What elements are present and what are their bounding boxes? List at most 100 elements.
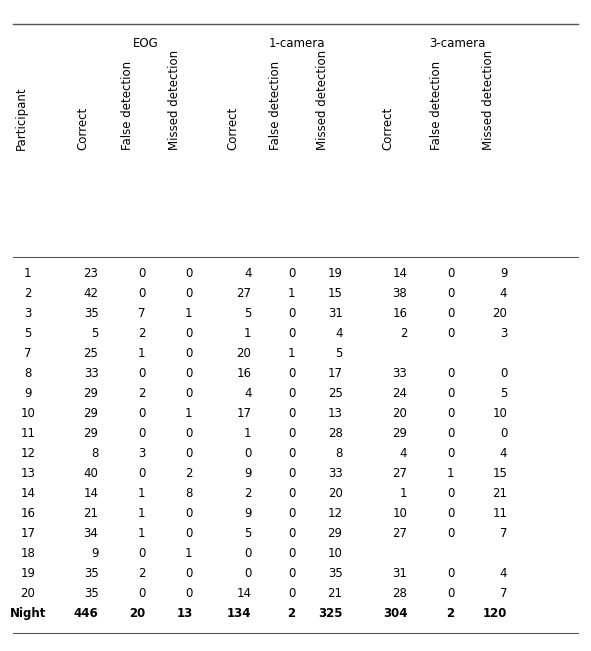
Text: 19: 19 bbox=[20, 567, 35, 580]
Text: 27: 27 bbox=[392, 527, 407, 540]
Text: 23: 23 bbox=[83, 268, 99, 281]
Text: 1: 1 bbox=[185, 547, 193, 561]
Text: 0: 0 bbox=[244, 447, 251, 460]
Text: 3: 3 bbox=[500, 327, 507, 340]
Text: 0: 0 bbox=[288, 447, 296, 460]
Text: 0: 0 bbox=[288, 527, 296, 540]
Text: 20: 20 bbox=[21, 587, 35, 600]
Text: 35: 35 bbox=[84, 567, 99, 580]
Text: 0: 0 bbox=[138, 367, 145, 380]
Text: 0: 0 bbox=[288, 427, 296, 440]
Text: 0: 0 bbox=[138, 587, 145, 600]
Text: 0: 0 bbox=[185, 287, 193, 300]
Text: 7: 7 bbox=[500, 527, 507, 540]
Text: 4: 4 bbox=[244, 268, 251, 281]
Text: 0: 0 bbox=[185, 268, 193, 281]
Text: 0: 0 bbox=[185, 327, 193, 340]
Text: 1: 1 bbox=[185, 307, 193, 320]
Text: 28: 28 bbox=[392, 587, 407, 600]
Text: 0: 0 bbox=[447, 427, 454, 440]
Text: 29: 29 bbox=[83, 427, 99, 440]
Text: Participant: Participant bbox=[15, 87, 28, 150]
Text: 2: 2 bbox=[244, 487, 251, 500]
Text: 4: 4 bbox=[400, 447, 407, 460]
Text: 2: 2 bbox=[185, 467, 193, 480]
Text: 0: 0 bbox=[138, 547, 145, 561]
Text: 14: 14 bbox=[236, 587, 251, 600]
Text: 27: 27 bbox=[236, 287, 251, 300]
Text: 13: 13 bbox=[176, 607, 193, 620]
Text: 0: 0 bbox=[447, 507, 454, 520]
Text: 0: 0 bbox=[185, 367, 193, 380]
Text: 5: 5 bbox=[24, 327, 31, 340]
Text: 2: 2 bbox=[138, 567, 145, 580]
Text: 7: 7 bbox=[500, 587, 507, 600]
Text: 7: 7 bbox=[24, 348, 31, 361]
Text: 0: 0 bbox=[447, 487, 454, 500]
Text: 0: 0 bbox=[138, 287, 145, 300]
Text: 9: 9 bbox=[244, 507, 251, 520]
Text: 446: 446 bbox=[74, 607, 99, 620]
Text: 35: 35 bbox=[84, 587, 99, 600]
Text: 4: 4 bbox=[335, 327, 343, 340]
Text: 20: 20 bbox=[236, 348, 251, 361]
Text: Missed detection: Missed detection bbox=[168, 50, 181, 150]
Text: 29: 29 bbox=[327, 527, 343, 540]
Text: False detection: False detection bbox=[269, 61, 282, 150]
Text: 11: 11 bbox=[20, 427, 35, 440]
Text: Missed detection: Missed detection bbox=[316, 50, 329, 150]
Text: 0: 0 bbox=[447, 287, 454, 300]
Text: 0: 0 bbox=[244, 547, 251, 561]
Text: 9: 9 bbox=[91, 547, 99, 561]
Text: 8: 8 bbox=[91, 447, 99, 460]
Text: 25: 25 bbox=[83, 348, 99, 361]
Text: 2: 2 bbox=[400, 327, 407, 340]
Text: 0: 0 bbox=[447, 447, 454, 460]
Text: 0: 0 bbox=[288, 547, 296, 561]
Text: 0: 0 bbox=[185, 447, 193, 460]
Text: 0: 0 bbox=[447, 567, 454, 580]
Text: 2: 2 bbox=[138, 387, 145, 400]
Text: 20: 20 bbox=[129, 607, 145, 620]
Text: 0: 0 bbox=[138, 408, 145, 421]
Text: 2: 2 bbox=[287, 607, 296, 620]
Text: 4: 4 bbox=[500, 287, 507, 300]
Text: 304: 304 bbox=[383, 607, 407, 620]
Text: 0: 0 bbox=[447, 327, 454, 340]
Text: 5: 5 bbox=[244, 527, 251, 540]
Text: 1: 1 bbox=[244, 427, 251, 440]
Text: 31: 31 bbox=[327, 307, 343, 320]
Text: 34: 34 bbox=[83, 527, 99, 540]
Text: 15: 15 bbox=[327, 287, 343, 300]
Text: 3-camera: 3-camera bbox=[429, 37, 485, 50]
Text: 35: 35 bbox=[328, 567, 343, 580]
Text: 0: 0 bbox=[288, 408, 296, 421]
Text: 0: 0 bbox=[138, 268, 145, 281]
Text: 29: 29 bbox=[83, 408, 99, 421]
Text: 20: 20 bbox=[492, 307, 507, 320]
Text: 1: 1 bbox=[138, 487, 145, 500]
Text: 1: 1 bbox=[138, 527, 145, 540]
Text: 18: 18 bbox=[21, 547, 35, 561]
Text: 21: 21 bbox=[492, 487, 507, 500]
Text: 0: 0 bbox=[185, 387, 193, 400]
Text: 15: 15 bbox=[492, 467, 507, 480]
Text: 9: 9 bbox=[24, 387, 31, 400]
Text: 0: 0 bbox=[244, 567, 251, 580]
Text: 4: 4 bbox=[500, 447, 507, 460]
Text: 31: 31 bbox=[392, 567, 407, 580]
Text: 0: 0 bbox=[288, 487, 296, 500]
Text: 21: 21 bbox=[327, 587, 343, 600]
Text: 0: 0 bbox=[138, 427, 145, 440]
Text: 0: 0 bbox=[185, 527, 193, 540]
Text: 8: 8 bbox=[185, 487, 193, 500]
Text: 4: 4 bbox=[244, 387, 251, 400]
Text: 0: 0 bbox=[447, 268, 454, 281]
Text: 20: 20 bbox=[392, 408, 407, 421]
Text: Correct: Correct bbox=[226, 107, 239, 150]
Text: 0: 0 bbox=[447, 367, 454, 380]
Text: Missed detection: Missed detection bbox=[482, 50, 495, 150]
Text: 9: 9 bbox=[244, 467, 251, 480]
Text: False detection: False detection bbox=[430, 61, 443, 150]
Text: 1: 1 bbox=[400, 487, 407, 500]
